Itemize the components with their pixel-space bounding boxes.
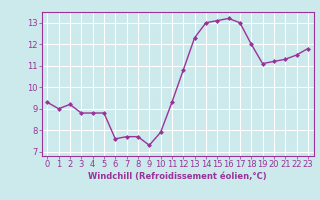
X-axis label: Windchill (Refroidissement éolien,°C): Windchill (Refroidissement éolien,°C) bbox=[88, 172, 267, 181]
